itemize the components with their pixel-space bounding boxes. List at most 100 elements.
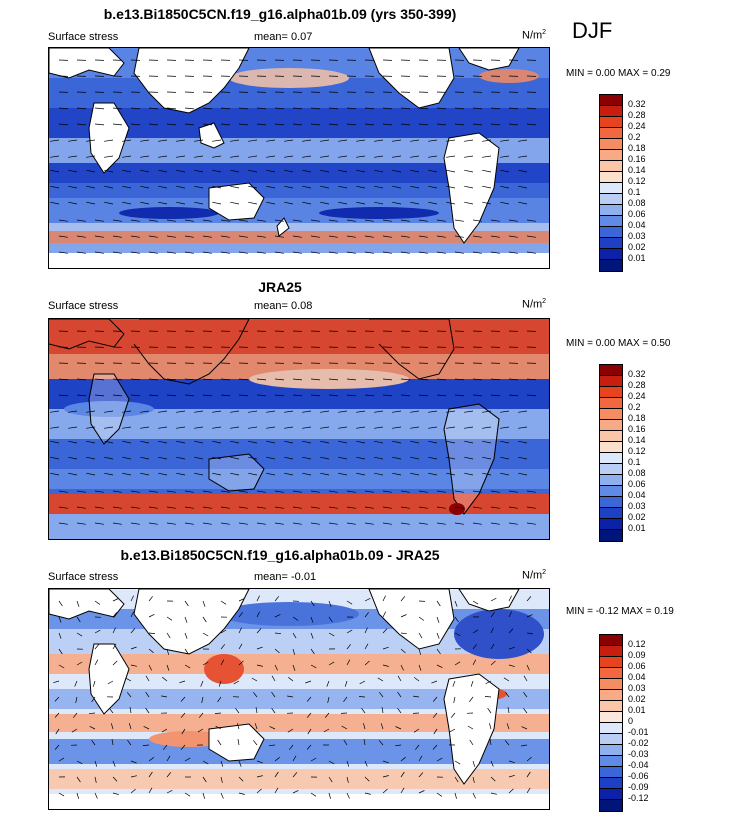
stress-arrow [104, 201, 114, 205]
stress-arrow [220, 522, 230, 525]
stress-arrow [428, 201, 438, 205]
colorbar-tick-label: 0.04 [628, 220, 646, 230]
stress-arrow [306, 712, 312, 718]
stress-arrow [202, 616, 207, 623]
stress-arrow [94, 123, 105, 126]
stress-arrow [112, 643, 117, 650]
stress-arrow [122, 426, 132, 429]
stress-arrow [148, 664, 153, 671]
stress-arrow [356, 185, 366, 189]
colorbar-swatch [600, 150, 622, 161]
stress-arrow [454, 522, 464, 525]
stress-arrow [432, 696, 438, 702]
stress-arrow [454, 760, 461, 765]
stress-arrow [202, 522, 212, 525]
colorbar-swatch [600, 690, 622, 701]
stress-arrow [284, 410, 294, 413]
colorbar-swatch [600, 712, 622, 723]
stress-arrow [382, 219, 392, 222]
stress-arrow [140, 139, 150, 142]
colorbar-tick-label: 0.28 [628, 110, 646, 120]
stress-arrow [328, 506, 338, 509]
stress-arrow [327, 696, 330, 703]
stress-arrow [86, 426, 96, 429]
stress-arrow [76, 792, 80, 799]
stress-arrow [166, 506, 176, 509]
stress-arrow [310, 251, 320, 254]
stress-arrow [508, 774, 515, 778]
stress-arrow [490, 760, 494, 767]
stress-arrow [94, 644, 100, 650]
stress-arrow [454, 378, 465, 381]
stress-arrow [220, 251, 230, 254]
stress-arrow [166, 632, 171, 639]
stress-arrow [328, 792, 331, 799]
stress-arrow [382, 251, 392, 254]
colorbar-swatch [600, 194, 622, 205]
stress-arrow [490, 643, 495, 650]
stress-arrow [328, 661, 335, 666]
stress-arrow [382, 646, 389, 650]
stress-arrow [418, 522, 428, 525]
stress-arrow [176, 139, 186, 142]
stress-arrow [436, 757, 443, 762]
stress-arrow [256, 646, 263, 650]
stress-arrow [256, 628, 262, 634]
stress-arrow [112, 378, 123, 381]
stress-arrow [436, 378, 447, 381]
stress-arrow [482, 169, 492, 173]
stress-arrow [400, 219, 410, 222]
stress-arrow [472, 629, 479, 634]
stress-arrow [490, 627, 494, 634]
stress-arrow [328, 490, 338, 493]
stress-arrow [122, 201, 132, 205]
stress-arrow [238, 123, 249, 126]
colorbar-tick-label: 0.06 [628, 479, 646, 489]
stress-arrow [310, 235, 320, 238]
stress-arrow [284, 139, 294, 142]
colorbar-swatch [600, 398, 622, 409]
stress-arrow [464, 456, 474, 460]
stress-arrow [112, 776, 118, 782]
stress-arrow [482, 440, 492, 444]
stress-arrow [76, 600, 80, 607]
panel-3-minmax: MIN = -0.12 MAX = 0.19 [566, 606, 674, 617]
colorbar-swatch [600, 161, 622, 172]
panel-2-title: JRA25 [258, 279, 302, 295]
stress-arrow [364, 123, 375, 126]
stress-arrow [464, 472, 474, 476]
stress-arrow [220, 629, 227, 634]
stress-arrow [508, 611, 513, 618]
stress-arrow [266, 169, 276, 173]
stress-arrow [400, 664, 404, 671]
stress-arrow [158, 456, 168, 460]
stress-arrow [346, 219, 356, 222]
stress-arrow [112, 612, 118, 618]
stress-arrow [508, 760, 515, 764]
stress-arrow [328, 632, 335, 637]
stress-arrow [397, 691, 402, 698]
stress-arrow [73, 712, 78, 718]
stress-arrow [292, 522, 302, 525]
stress-arrow [76, 661, 83, 666]
stress-arrow [220, 490, 230, 493]
stress-arrow [212, 426, 222, 429]
stress-arrow [220, 600, 227, 605]
panel-3-title: b.e13.Bi1850C5CN.f19_g16.alpha01b.09 - J… [120, 547, 440, 563]
colorbar-swatch [600, 475, 622, 486]
colorbar-swatch [600, 387, 622, 398]
stress-arrow [202, 394, 213, 397]
colorbar-tick-label: 0.12 [628, 176, 646, 186]
colorbar-tick-label: 0.18 [628, 413, 646, 423]
stress-arrow [518, 169, 528, 173]
stress-arrow [266, 410, 276, 413]
stress-arrow [446, 185, 456, 189]
stress-arrow [454, 506, 464, 509]
stress-arrow [338, 426, 348, 429]
stress-arrow [148, 394, 159, 397]
colorbar-swatch [600, 365, 622, 376]
stress-arrow [410, 410, 420, 413]
stress-arrow [521, 726, 528, 730]
stress-arrow [274, 648, 280, 654]
stress-arrow [201, 696, 204, 703]
